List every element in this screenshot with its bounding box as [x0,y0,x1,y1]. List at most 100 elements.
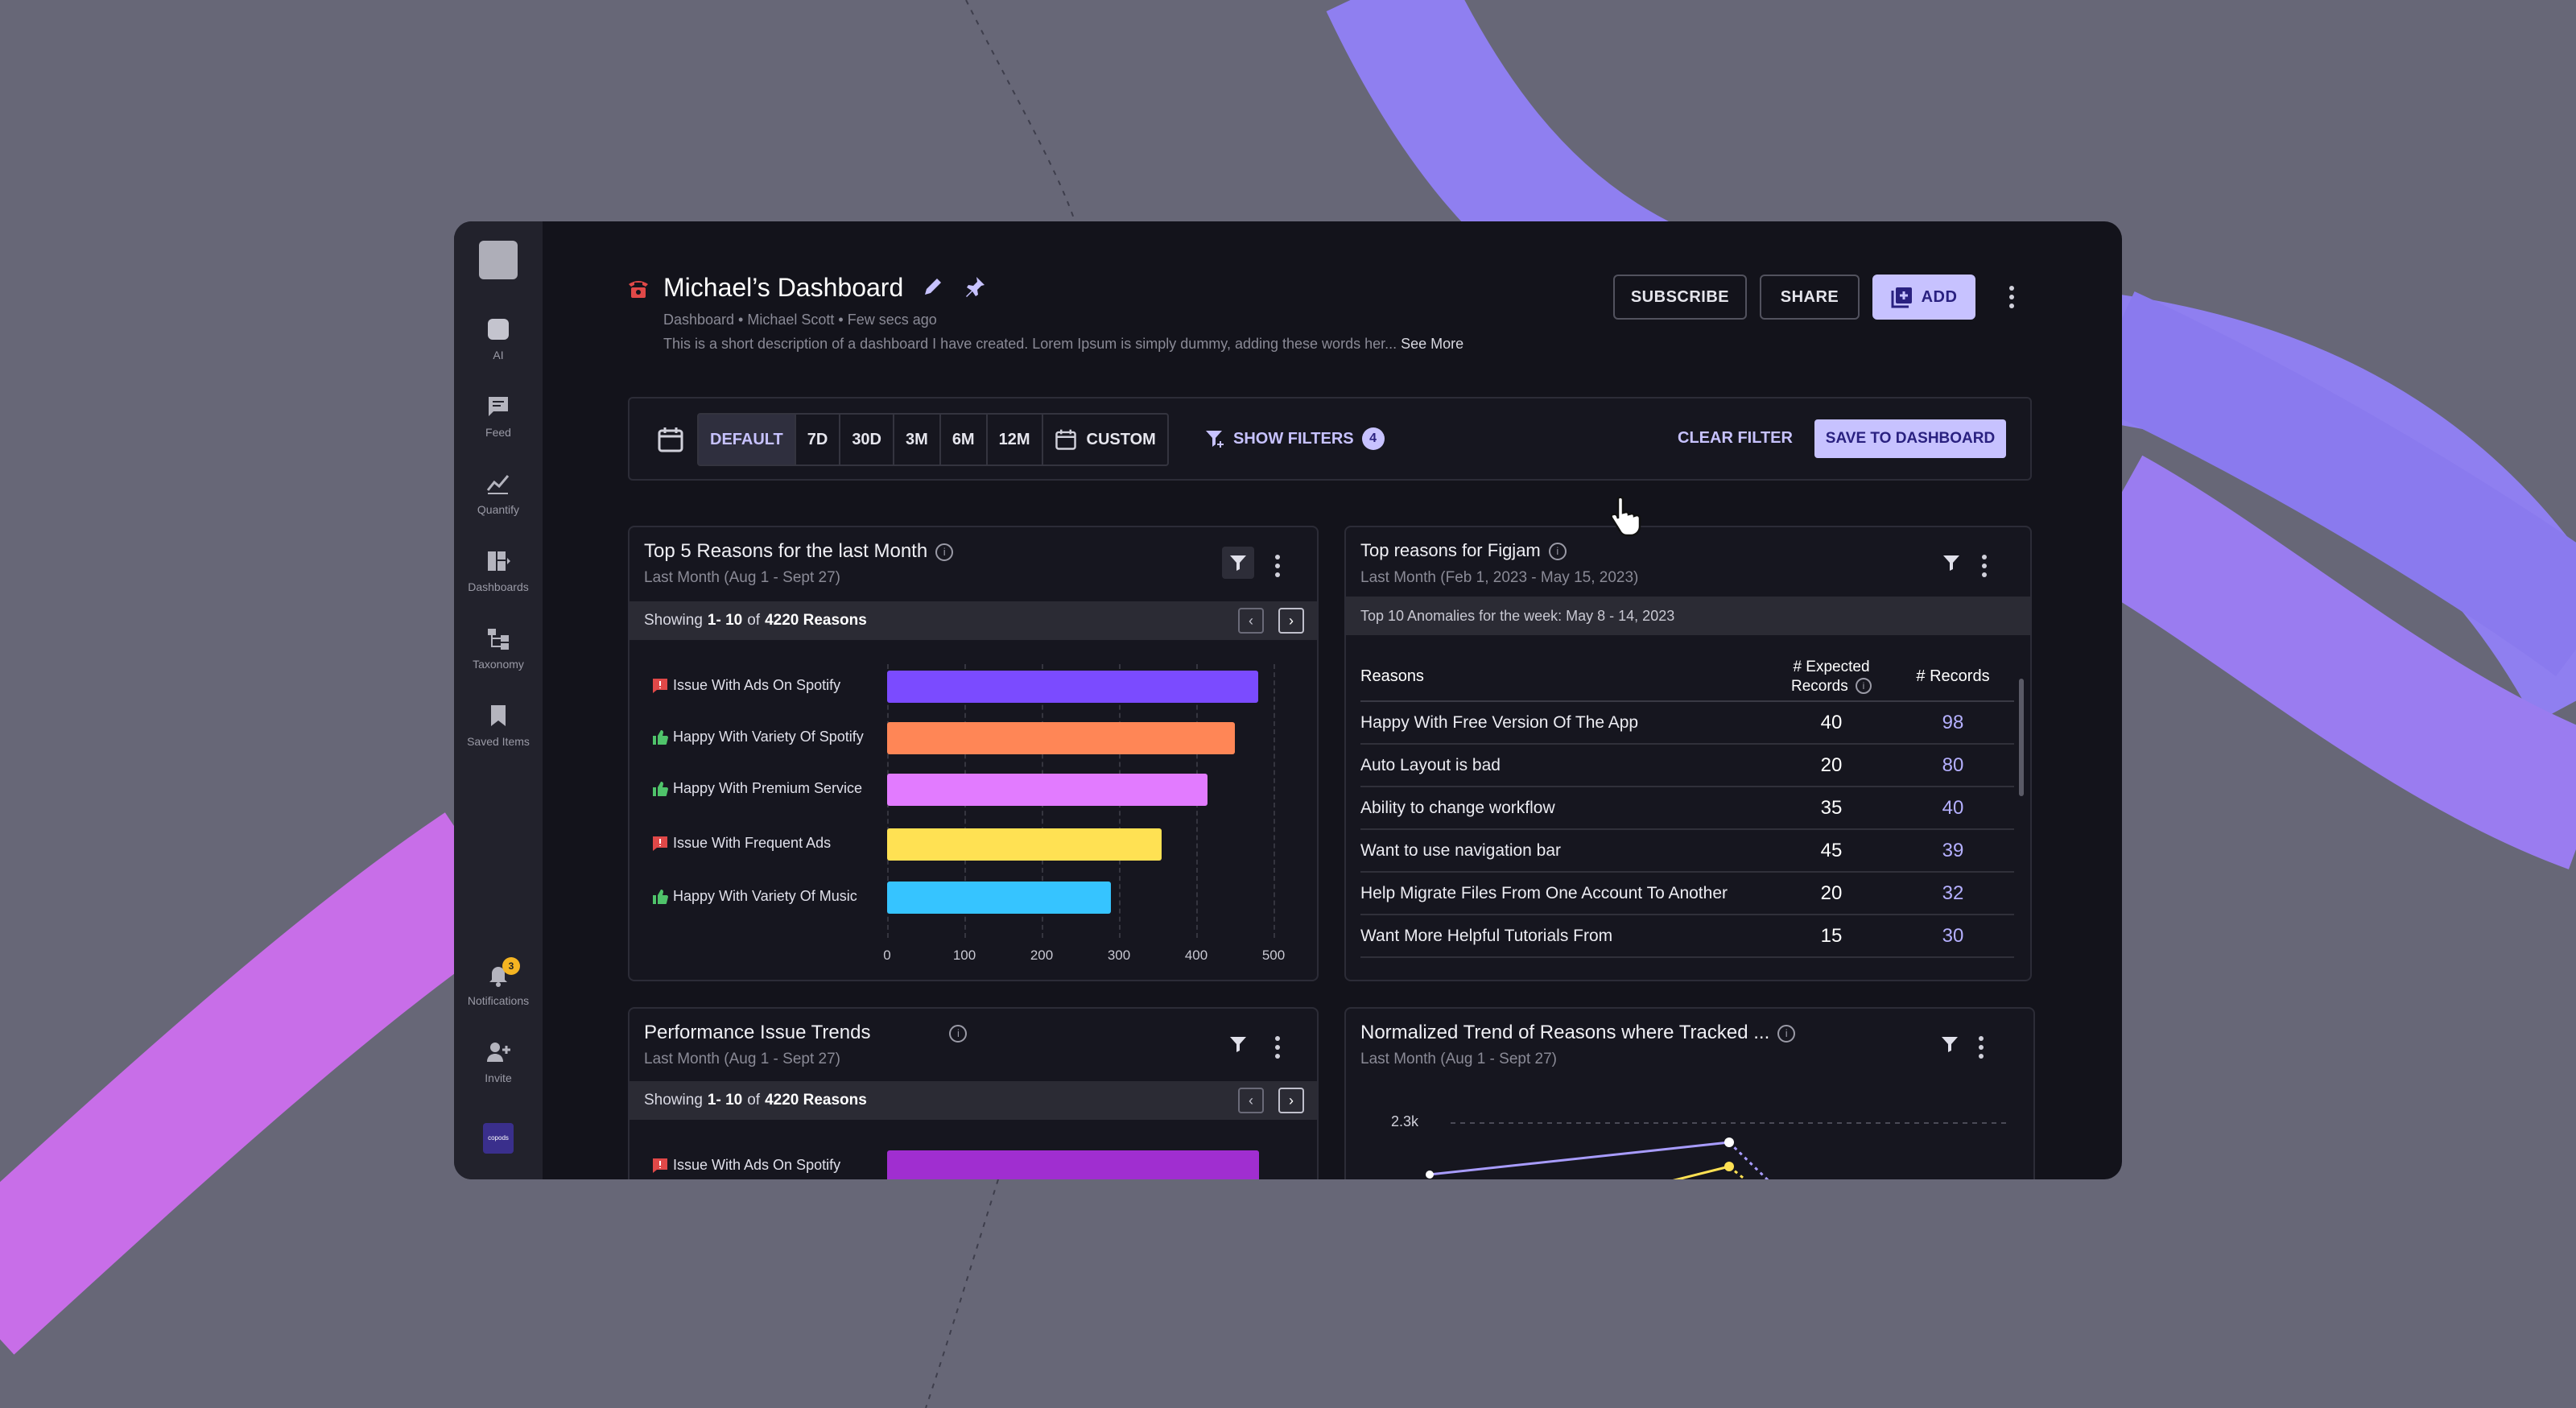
hand-cursor-icon [1610,496,1641,537]
sidebar-item-dashboards[interactable]: Dashboards [454,548,543,593]
calendar-icon[interactable] [657,426,684,453]
point [1426,1171,1434,1179]
series-line-purple-dashed [1728,1141,1769,1179]
card-subtitle: Last Month (Feb 1, 2023 - May 15, 2023) [1360,569,1639,586]
prev-page-button[interactable]: ‹ [1238,608,1264,634]
bar[interactable] [887,882,1112,914]
edit-pencil-icon[interactable] [921,275,945,299]
sidebar-item-ai[interactable]: AI [454,316,543,361]
info-icon[interactable]: i [935,543,954,561]
filter-icon[interactable] [1222,547,1254,579]
show-filters-label: SHOW FILTERS [1233,429,1354,448]
card-top-reasons: Top 5 Reasons for the last Month i Last M… [628,526,1319,981]
x-tick-label: 0 [883,948,891,963]
expected-records-cell: 15 [1771,915,1892,958]
ai-icon [488,319,509,340]
card-menu-icon[interactable] [1982,555,1987,581]
table-scrollbar[interactable] [2019,679,2024,796]
info-icon[interactable]: i [949,1024,968,1043]
bar-row: Issue With Frequent Ads [630,828,1317,861]
more-options-icon[interactable] [2009,286,2014,312]
sidebar-item-feed[interactable]: Feed [454,394,543,439]
sidebar-item-notifications[interactable]: 3 Notifications [454,957,543,1007]
range-6m[interactable]: 6M [941,415,988,465]
table-row[interactable]: Help Migrate Files From One Account To A… [1360,872,2014,915]
bar[interactable] [887,828,1162,861]
column-header-reasons: Reasons [1360,653,1771,702]
expected-header-text: # Expected Records [1790,658,1870,695]
card-menu-icon[interactable] [1275,555,1280,581]
sidebar-item-quantify[interactable]: Quantify [454,471,543,516]
thumbs-up-icon [653,889,668,904]
bar[interactable] [887,774,1208,806]
bar-label-text: Issue With Frequent Ads [673,835,832,851]
range-custom-label: CUSTOM [1086,430,1156,448]
sidebar-item-label: Quantify [477,503,520,516]
info-icon[interactable]: i [1548,543,1567,561]
bar-row: Happy With Variety Of Spotify [630,722,1317,754]
table-row[interactable]: Want More Helpful Tutorials From 15 30 [1360,915,2014,958]
sidebar-item-label: Saved Items [467,735,530,748]
reasons-table: Reasons # Expected Records i # Records H… [1360,653,2014,958]
range-7d[interactable]: 7D [796,415,841,465]
sidebar-item-invite[interactable]: Invite [454,1039,543,1084]
card-menu-icon[interactable] [1275,1036,1280,1063]
save-to-dashboard-button[interactable]: SAVE TO DASHBOARD [1814,419,2006,458]
see-more-link[interactable]: See More [1401,336,1464,352]
range-12m[interactable]: 12M [988,415,1043,465]
x-tick-label: 200 [1030,948,1054,963]
table-row[interactable]: Want to use navigation bar 45 39 [1360,829,2014,873]
card-menu-icon[interactable] [1979,1036,1984,1063]
series-line-yellow [1672,1165,1730,1179]
reason-cell: Help Migrate Files From One Account To A… [1360,872,1771,915]
table-row[interactable]: Ability to change workflow 35 40 [1360,787,2014,830]
pin-icon[interactable] [963,275,987,299]
filter-icon[interactable] [1934,1028,1966,1060]
next-page-button[interactable]: › [1278,1088,1304,1113]
quantify-icon [486,475,510,494]
show-filters-button[interactable]: SHOW FILTERS 4 [1204,427,1385,450]
card-title-text: Top 5 Reasons for the last Month [644,540,928,562]
issue-icon [653,1158,667,1173]
main-content: Michael’s Dashboard Dashboard • Michael … [543,221,2122,1179]
card-subtitle: Last Month (Aug 1 - Sept 27) [644,1051,840,1067]
dashboard-meta: Dashboard • Michael Scott • Few secs ago [663,312,937,328]
x-tick-label: 300 [1107,948,1131,963]
clear-filter-button[interactable]: CLEAR FILTER [1678,429,1793,447]
prev-page-button[interactable]: ‹ [1238,1088,1264,1113]
bar[interactable] [887,671,1258,703]
bar[interactable] [887,722,1235,754]
point [1724,1138,1734,1147]
range-custom[interactable]: CUSTOM [1043,415,1167,465]
y-tick-label: 2.3k [1391,1113,1419,1129]
x-tick-label: 100 [952,948,976,963]
issue-icon [653,678,667,693]
app-logo[interactable] [479,241,518,279]
filter-bar: DEFAULT 7D 30D 3M 6M 12M CUSTOM SHOW FIL… [628,397,2032,481]
share-button[interactable]: SHARE [1760,275,1860,320]
showing-total: 4220 Reasons [765,612,867,629]
next-page-button[interactable]: › [1278,608,1304,634]
range-default[interactable]: DEFAULT [699,415,796,465]
reason-cell: Want to use navigation bar [1360,829,1771,873]
reason-cell: Ability to change workflow [1360,787,1771,830]
app-window: AI Feed Quantify Dashboards Taxonomy Sav… [454,221,2122,1179]
info-icon[interactable]: i [1856,678,1872,695]
expected-records-cell: 40 [1771,701,1892,745]
table-row[interactable]: Auto Layout is bad 20 80 [1360,744,2014,787]
add-button[interactable]: ADD [1872,275,1975,320]
sidebar-item-label: Dashboards [468,580,529,593]
series-line-purple [1429,1141,1730,1176]
info-icon[interactable]: i [1777,1024,1796,1043]
range-30d[interactable]: 30D [840,415,895,465]
bar[interactable] [887,1150,1259,1179]
sidebar-item-taxonomy[interactable]: Taxonomy [454,626,543,671]
filter-icon[interactable] [1222,1028,1254,1060]
card-subtitle: Last Month (Aug 1 - Sept 27) [644,569,840,586]
sidebar-item-saved-items[interactable]: Saved Items [454,703,543,748]
filter-icon[interactable] [1935,547,1967,579]
range-3m[interactable]: 3M [894,415,941,465]
table-row[interactable]: Happy With Free Version Of The App 40 98 [1360,701,2014,745]
subscribe-button[interactable]: SUBSCRIBE [1613,275,1747,320]
expected-records-cell: 20 [1771,744,1892,787]
